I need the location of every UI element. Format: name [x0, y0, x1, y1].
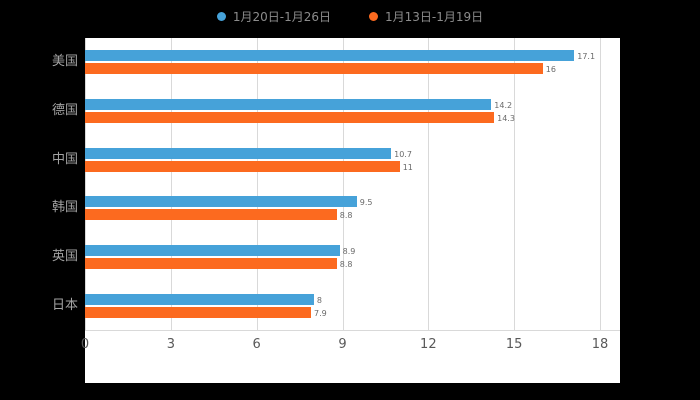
grid-line: [514, 38, 516, 330]
legend-item: 1月20日-1月26日: [216, 8, 331, 25]
bar-value-label: 7.9: [314, 308, 327, 318]
bar-previous-week: [85, 63, 543, 75]
bar-value-label: 17.1: [577, 52, 596, 62]
bar-value-label: 14.3: [497, 114, 515, 123]
bar-value-label: 8.8: [339, 211, 353, 221]
category-labels: 美国德国中国韩国英国日本: [0, 0, 80, 400]
x-tick-label: 0: [80, 337, 90, 352]
bar-previous-week: [85, 258, 337, 269]
bar-previous-week: [85, 112, 495, 123]
bar-current-week: [85, 99, 492, 110]
gridlines: [85, 38, 601, 330]
bar-previous-week: [85, 160, 400, 172]
grid-line: [342, 38, 344, 330]
x-tick-label: 6: [252, 337, 261, 352]
bar-value-label: 14.2: [494, 101, 513, 110]
bar-previous-week: [85, 209, 337, 221]
x-tick-label: 18: [591, 337, 609, 352]
grid-line: [170, 38, 172, 330]
grid-line: [600, 38, 601, 330]
bar-value-label: 10.7: [394, 149, 412, 159]
legend-label: 1月13日-1月19日: [385, 9, 484, 24]
category-label: 德国: [51, 103, 78, 118]
category-label: 美国: [51, 54, 78, 70]
bar-current-week: [85, 293, 314, 305]
bar-value-label: 8.9: [342, 247, 356, 256]
bar-value-label: 11: [402, 162, 413, 172]
legend-item: 1月13日-1月19日: [369, 8, 483, 25]
bar-value-label: 9.5: [359, 198, 373, 208]
bar-current-week: [85, 245, 340, 256]
bar-value-label: 16: [545, 65, 556, 75]
bar-current-week: [85, 196, 357, 208]
category-label: 中国: [51, 151, 78, 167]
bar-current-week: [85, 50, 575, 62]
legend-marker-icon: [369, 11, 378, 21]
grid-line: [428, 38, 430, 330]
x-tick-label: 9: [338, 337, 347, 352]
plot-area: 17.1 16 14.2 14.3 10.7 11 9.5 8.8 8.9 8.8 8 7.9 0 3 6…: [81, 38, 620, 383]
legend: 1月20日-1月26日 1月13日-1月19日: [0, 5, 700, 27]
legend-marker-icon: [216, 11, 226, 21]
bar-value-label: 8.8: [339, 260, 353, 269]
x-axis: 0 3 6 9 12 15 18: [81, 337, 620, 357]
bar-value-label: 8: [316, 295, 322, 305]
category-label: 日本: [51, 297, 78, 313]
bars-layer: 17.1 16 14.2 14.3 10.7 11 9.5 8.8 8.9 8.8 8 7.9: [85, 38, 620, 331]
grid-line: [256, 38, 258, 330]
category-label: 英国: [51, 249, 78, 264]
x-tick-label: 12: [420, 337, 437, 352]
bar-current-week: [85, 147, 392, 159]
grid-line: [85, 38, 86, 330]
x-tick-label: 3: [166, 337, 175, 352]
x-tick-label: 15: [505, 337, 523, 352]
category-label: 韩国: [51, 200, 78, 216]
legend-label: 1月20日-1月26日: [232, 9, 331, 24]
bar-previous-week: [85, 306, 312, 318]
